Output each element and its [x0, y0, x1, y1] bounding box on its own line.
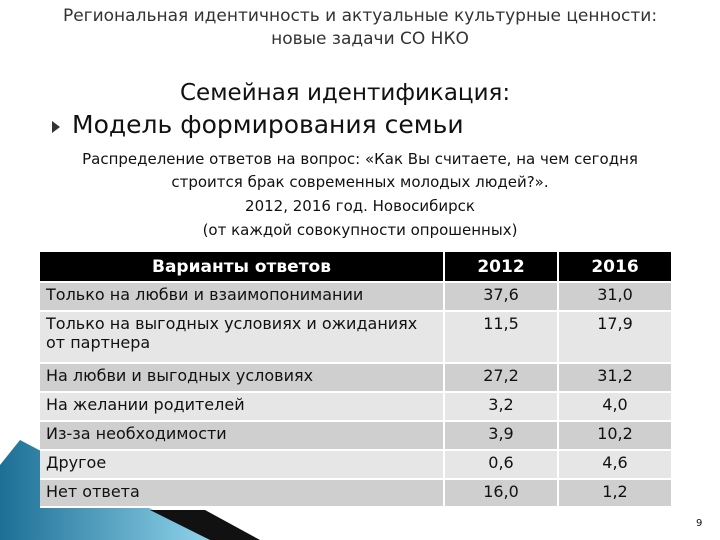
cell-2016: 10,2	[558, 421, 673, 451]
cell-2012: 37,6	[444, 282, 559, 312]
table-row: Только на выгодных условиях и ожиданиях …	[40, 311, 673, 364]
cell-2016: 1,2	[558, 479, 673, 508]
cell-answer: Из-за необходимости	[40, 421, 445, 451]
cell-answer: На любви и выгодных условиях	[40, 363, 445, 393]
cell-answer: Только на выгодных условиях и ожиданиях …	[40, 311, 445, 364]
table-row: Нет ответа 16,0 1,2	[40, 479, 673, 508]
header-line-2: новые задачи СО НКО	[271, 29, 469, 49]
data-table: Варианты ответов 2012 2016 Только на люб…	[40, 252, 673, 508]
cell-2016: 31,2	[558, 363, 673, 393]
cell-2016: 4,0	[558, 392, 673, 422]
column-header: 2016	[558, 252, 673, 283]
slide-subtitle: Семейная идентификация:	[180, 80, 511, 106]
cell-answer: Нет ответа	[40, 479, 445, 508]
bullet-text: Модель формирования семьи	[72, 110, 464, 139]
table-row: Только на любви и взаимопонимании 37,6 31,…	[40, 282, 673, 312]
column-header: 2012	[444, 252, 559, 283]
caption-line: строится брак современных молодых людей?…	[171, 173, 549, 191]
cell-2012: 3,9	[444, 421, 559, 451]
cell-answer: Другое	[40, 450, 445, 480]
cell-2016: 17,9	[558, 311, 673, 364]
caption-line: (от каждой совокупности опрошенных)	[202, 221, 518, 239]
column-header: Варианты ответов	[40, 252, 445, 283]
page-number: 9	[696, 518, 703, 529]
bullet-arrow-icon	[52, 121, 60, 133]
cell-2016: 31,0	[558, 282, 673, 312]
cell-2012: 16,0	[444, 479, 559, 508]
header-line-1: Региональная идентичность и актуальные к…	[62, 6, 658, 26]
cell-answer: Только на любви и взаимопонимании	[40, 282, 445, 312]
cell-2016: 4,6	[558, 450, 673, 480]
table-row: На желании родителей 3,2 4,0	[40, 392, 673, 422]
table-row: Другое 0,6 4,6	[40, 450, 673, 480]
caption-line: 2012, 2016 год. Новосибирск	[245, 197, 475, 215]
bullet-item: Модель формирования семьи	[52, 110, 464, 139]
caption-line: Распределение ответов на вопрос: «Как Вы…	[82, 150, 638, 168]
cell-2012: 3,2	[444, 392, 559, 422]
cell-2012: 27,2	[444, 363, 559, 393]
cell-answer: На желании родителей	[40, 392, 445, 422]
table-row: Из-за необходимости 3,9 10,2	[40, 421, 673, 451]
cell-2012: 0,6	[444, 450, 559, 480]
table-row: На любви и выгодных условиях 27,2 31,2	[40, 363, 673, 393]
cell-2012: 11,5	[444, 311, 559, 364]
table-header-row: Варианты ответов 2012 2016	[40, 252, 673, 283]
